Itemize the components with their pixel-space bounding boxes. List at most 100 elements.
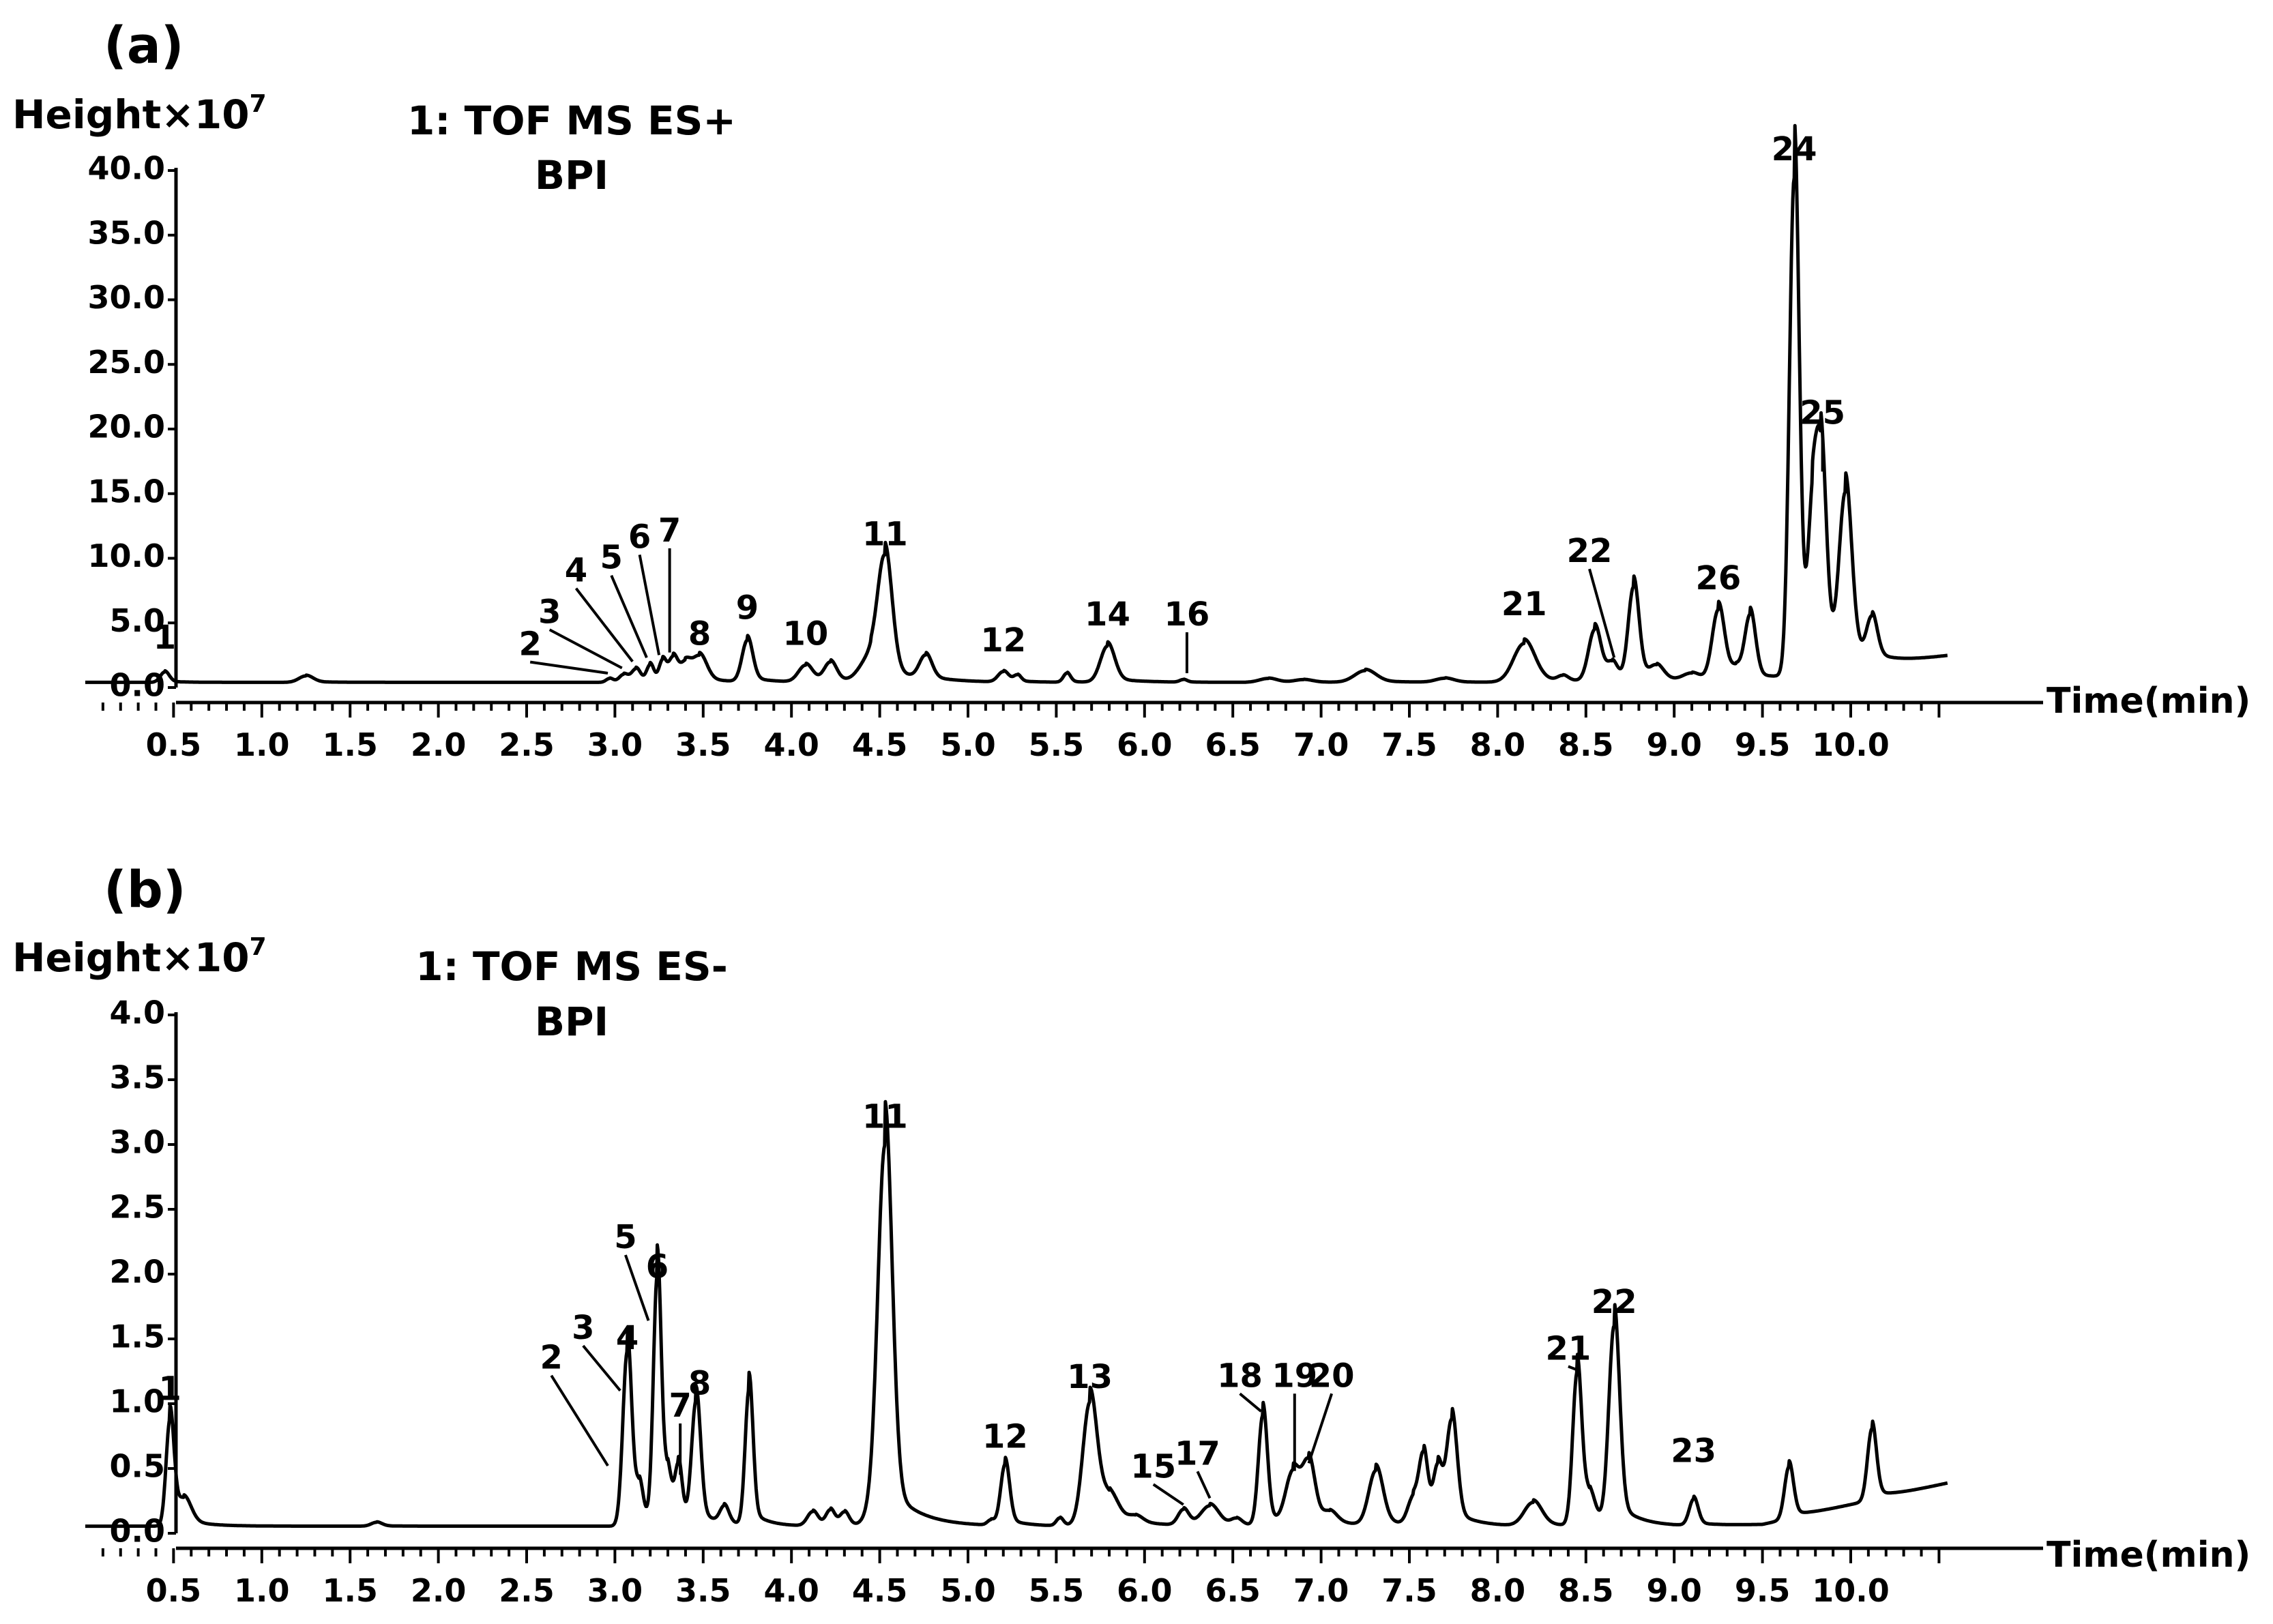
- x-tick-label: 9.5: [1735, 1572, 1791, 1609]
- peak-label: 1: [153, 619, 176, 657]
- peak-label: 7: [658, 512, 681, 550]
- x-tick-label: 2.5: [499, 726, 555, 763]
- peak-label: 1: [159, 1370, 181, 1408]
- y-tick-label: 10.0: [88, 537, 166, 574]
- peak-label: 3: [538, 593, 561, 631]
- x-tick-label: 0.5: [146, 1572, 202, 1609]
- peak-leader-line: [638, 554, 661, 655]
- panel-b-y-unit-base: Height×10: [12, 934, 250, 981]
- y-tick-label: 35.0: [88, 214, 166, 251]
- y-tick-label: 0.5: [110, 1448, 166, 1485]
- x-tick-label: 4.0: [763, 1572, 819, 1609]
- x-tick-label: 1.0: [234, 726, 290, 763]
- peak-label: 23: [1671, 1432, 1716, 1471]
- x-tick-label: 10.0: [1812, 726, 1890, 763]
- y-tick-label: 30.0: [88, 279, 166, 316]
- x-tick-label: 6.0: [1117, 1572, 1173, 1609]
- peak-leader-line: [1307, 1393, 1334, 1464]
- peak-leader-line: [1568, 1365, 1578, 1372]
- peak-label: 21: [1546, 1329, 1592, 1368]
- peak-label: 6: [628, 518, 651, 556]
- peak-label: 8: [688, 615, 711, 653]
- peak-label: 16: [1164, 595, 1210, 634]
- x-tick-label: 5.0: [940, 726, 996, 763]
- panel-a-y-unit-base: Height×10: [12, 91, 250, 138]
- panel-a: (a) Height×107 1: TOF MS ES+ BPI Time(mi…: [12, 16, 2250, 763]
- peak-leader-line: [574, 587, 634, 663]
- peak-label: 26: [1696, 559, 1742, 597]
- panel-b: (b) Height×107 1: TOF MS ES- BPI Time(mi…: [12, 861, 2250, 1609]
- x-tick-label: 2.0: [411, 726, 467, 763]
- peak-label: 22: [1592, 1283, 1637, 1321]
- peak-label: 5: [600, 539, 623, 577]
- peak-label: 13: [1067, 1358, 1113, 1396]
- x-tick-label: 4.5: [852, 726, 908, 763]
- x-tick-label: 5.5: [1029, 726, 1085, 763]
- peak-label: 20: [1309, 1357, 1355, 1395]
- x-tick-label: 2.0: [411, 1572, 467, 1609]
- peak-label: 10: [783, 615, 829, 653]
- panel-b-subtitle: BPI: [535, 999, 608, 1045]
- x-tick-label: 5.5: [1029, 1572, 1085, 1609]
- x-tick-label: 10.0: [1812, 1572, 1890, 1609]
- peak-label: 24: [1772, 130, 1817, 168]
- y-tick-label: 4.0: [110, 994, 166, 1031]
- x-tick-label: 8.0: [1470, 1572, 1526, 1609]
- x-tick-label: 6.5: [1205, 1572, 1261, 1609]
- peak-label: 21: [1501, 585, 1547, 623]
- y-tick-label: 2.5: [110, 1189, 166, 1226]
- peak-label: 3: [572, 1309, 594, 1347]
- peak-label: 4: [616, 1319, 639, 1357]
- x-tick-label: 7.5: [1381, 726, 1437, 763]
- peak-label: 2: [540, 1339, 563, 1377]
- peak-leader-line: [582, 1344, 621, 1392]
- peak-leader-line: [624, 1254, 650, 1321]
- peak-label: 18: [1217, 1357, 1263, 1395]
- peak-leader-line: [1588, 568, 1616, 658]
- y-tick-label: 20.0: [88, 409, 166, 445]
- y-tick-label: 1.0: [110, 1383, 166, 1420]
- peak-label: 11: [862, 1097, 908, 1136]
- x-tick-label: 4.0: [763, 726, 819, 763]
- peak-leader-line: [548, 628, 623, 670]
- x-tick-label: 8.0: [1470, 726, 1526, 763]
- x-tick-label: 7.0: [1293, 1572, 1349, 1609]
- x-tick-label: 1.5: [322, 726, 378, 763]
- peak-leader-line: [610, 574, 648, 658]
- panel-a-x-axis-label: Time(min): [2047, 681, 2250, 722]
- peak-label: 2: [518, 625, 541, 664]
- x-tick-label: 3.0: [587, 726, 643, 763]
- x-tick-label: 9.5: [1735, 726, 1791, 763]
- peak-label: 15: [1130, 1447, 1176, 1486]
- x-tick-label: 2.5: [499, 1572, 555, 1609]
- panel-b-y-unit: Height×107: [12, 933, 267, 981]
- y-tick-label: 0.0: [110, 667, 166, 704]
- x-tick-label: 3.0: [587, 1572, 643, 1609]
- panel-b-y-unit-exp: 7: [250, 933, 267, 961]
- panel-a-subtitle: BPI: [535, 152, 608, 198]
- x-tick-label: 1.5: [322, 1572, 378, 1609]
- x-tick-label: 7.5: [1381, 1572, 1437, 1609]
- y-tick-label: 0.0: [110, 1513, 166, 1550]
- x-tick-label: 7.0: [1293, 726, 1349, 763]
- peak-leader-line: [550, 1374, 609, 1467]
- peak-label: 22: [1567, 532, 1613, 570]
- peak-label: 8: [688, 1365, 711, 1403]
- peak-label: 6: [646, 1248, 669, 1286]
- x-tick-label: 1.0: [234, 1572, 290, 1609]
- peak-leader-line: [529, 660, 608, 675]
- panel-b-title: 1: TOF MS ES-: [415, 943, 728, 990]
- peak-label: 9: [736, 589, 759, 628]
- peak-label: 12: [980, 621, 1026, 660]
- peak-label: 12: [982, 1418, 1028, 1456]
- peak-label: 19: [1272, 1357, 1317, 1395]
- x-tick-label: 9.0: [1646, 1572, 1702, 1609]
- peak-label: 25: [1800, 394, 1845, 432]
- x-tick-label: 0.5: [146, 726, 202, 763]
- peak-label: 11: [862, 516, 908, 554]
- y-tick-label: 40.0: [88, 150, 166, 187]
- x-tick-label: 6.5: [1205, 726, 1261, 763]
- peak-label: 17: [1175, 1434, 1220, 1473]
- panel-a-y-unit: Height×107: [12, 90, 267, 138]
